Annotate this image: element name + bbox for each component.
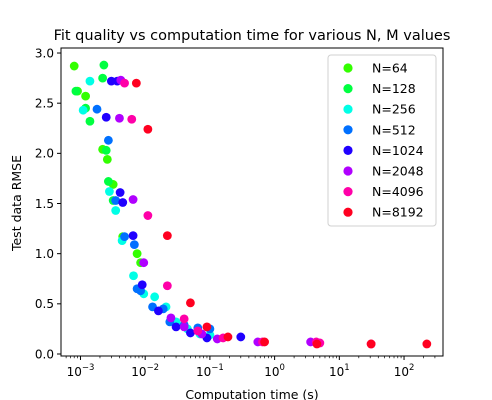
legend-marker bbox=[343, 166, 353, 176]
data-point bbox=[179, 322, 189, 332]
legend-marker bbox=[343, 187, 353, 197]
data-point bbox=[139, 258, 149, 268]
data-point bbox=[85, 116, 95, 126]
y-axis-label: Test data RMSE bbox=[9, 155, 24, 252]
data-point bbox=[150, 292, 160, 302]
data-point bbox=[179, 314, 189, 324]
data-point bbox=[143, 211, 153, 220]
legend-marker bbox=[343, 207, 353, 217]
data-point bbox=[186, 328, 195, 338]
x-tick-label: 101 bbox=[329, 363, 350, 379]
data-point bbox=[162, 281, 172, 291]
legend: N=64 N=128 N=256 N=512 N=1024 N=2048 N=4096 N=8… bbox=[327, 54, 437, 227]
data-point bbox=[81, 91, 90, 101]
data-point bbox=[115, 188, 125, 197]
legend-label: N=128 bbox=[372, 81, 416, 96]
legend-box bbox=[327, 54, 437, 227]
data-point bbox=[128, 195, 138, 204]
legend-label: N=1024 bbox=[372, 143, 424, 158]
y-tick-label: 2.0 bbox=[35, 147, 54, 161]
data-point bbox=[127, 114, 137, 124]
data-point bbox=[162, 231, 172, 241]
y-tick-label: 1.0 bbox=[35, 247, 54, 261]
data-point bbox=[85, 76, 95, 86]
data-point bbox=[422, 339, 432, 349]
legend-marker bbox=[343, 63, 353, 73]
legend-marker bbox=[343, 104, 353, 114]
data-point bbox=[137, 280, 147, 290]
data-point bbox=[102, 154, 112, 164]
data-point bbox=[115, 113, 124, 123]
data-point bbox=[129, 240, 139, 250]
data-point bbox=[202, 322, 212, 332]
data-point bbox=[223, 332, 233, 342]
data-point bbox=[98, 73, 108, 83]
data-point bbox=[71, 86, 81, 96]
legend-label: N=256 bbox=[372, 102, 416, 117]
data-point bbox=[171, 322, 181, 332]
y-tick-label: 3.0 bbox=[35, 46, 54, 60]
legend-marker bbox=[343, 145, 353, 155]
axes-frame bbox=[60, 47, 444, 357]
legend-marker bbox=[343, 84, 353, 94]
data-point bbox=[92, 104, 102, 114]
legend-label: N=4096 bbox=[372, 184, 424, 199]
y-tick-label: 0.0 bbox=[35, 347, 54, 361]
data-point bbox=[154, 306, 163, 316]
data-point bbox=[132, 249, 142, 259]
data-point bbox=[128, 231, 138, 241]
data-point bbox=[120, 78, 129, 88]
data-point bbox=[143, 124, 153, 134]
y-tick-label: 2.5 bbox=[35, 96, 54, 110]
y-tick-label: 0.5 bbox=[35, 297, 54, 311]
data-point bbox=[193, 326, 203, 336]
y-tick-label: 1.5 bbox=[35, 197, 54, 211]
legend-label: N=2048 bbox=[372, 164, 424, 179]
legend-label: N=8192 bbox=[372, 205, 424, 220]
data-point bbox=[101, 112, 111, 122]
plot-area bbox=[69, 60, 432, 349]
data-point bbox=[118, 198, 128, 207]
x-tick-label: 100 bbox=[264, 363, 285, 379]
legend-label: N=512 bbox=[372, 122, 416, 137]
data-point bbox=[131, 78, 141, 88]
x-axis-label: Computation time (s) bbox=[185, 387, 318, 400]
data-point bbox=[129, 271, 138, 281]
data-point bbox=[312, 339, 322, 349]
data-point bbox=[166, 313, 176, 323]
data-point bbox=[366, 339, 376, 349]
data-point bbox=[101, 145, 111, 155]
x-tick-label: 10−1 bbox=[196, 363, 224, 379]
data-point bbox=[78, 105, 88, 115]
x-tick-label: 102 bbox=[394, 363, 415, 379]
data-point bbox=[236, 332, 246, 342]
data-point bbox=[103, 177, 113, 186]
data-point bbox=[105, 187, 114, 196]
x-tick-label: 10−2 bbox=[131, 363, 159, 379]
data-point bbox=[111, 196, 121, 205]
data-point bbox=[103, 135, 113, 145]
data-point bbox=[186, 298, 195, 308]
data-point bbox=[260, 337, 269, 347]
data-point bbox=[111, 206, 121, 215]
chart-title: Fit quality vs computation time for vari… bbox=[54, 28, 451, 44]
data-point bbox=[69, 61, 79, 71]
legend-label: N=64 bbox=[372, 61, 408, 76]
data-point bbox=[120, 232, 129, 242]
legend-marker bbox=[343, 125, 353, 135]
data-point bbox=[99, 60, 109, 70]
x-tick-label: 10−3 bbox=[67, 363, 95, 379]
